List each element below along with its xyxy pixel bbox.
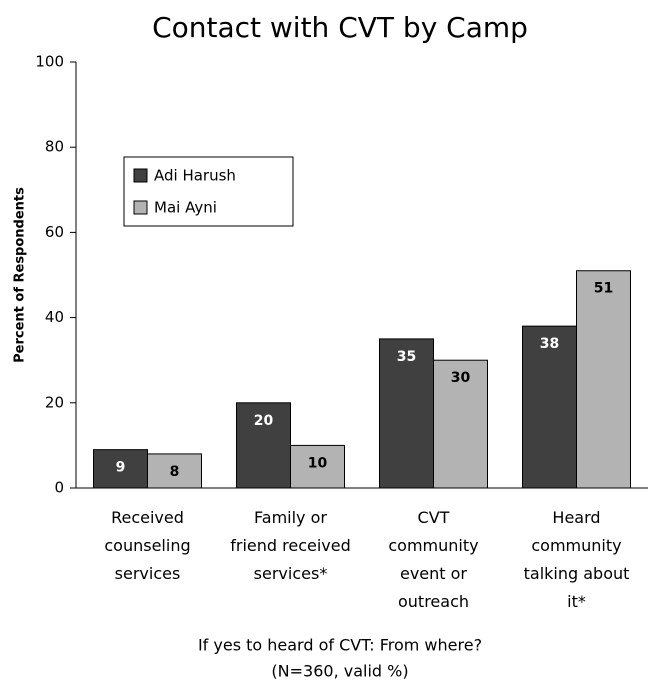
x-tick-label-line: talking about <box>524 564 630 583</box>
x-axis-label: If yes to heard of CVT: From where? <box>198 636 482 655</box>
x-tick-label-line: friend received <box>230 536 351 555</box>
x-tick-label-line: community <box>388 536 478 555</box>
legend-swatch <box>133 200 148 215</box>
x-tick-label-line: Received <box>111 508 184 527</box>
y-tick-label: 80 <box>45 138 64 156</box>
legend-label: Adi Harush <box>154 167 236 185</box>
bar <box>290 444 345 489</box>
x-tick-label-line: community <box>531 536 621 555</box>
value-label: 9 <box>116 460 126 476</box>
bar <box>576 270 631 489</box>
x-tick-label-line: CVT <box>418 508 450 527</box>
x-tick-label-line: Family or <box>254 508 327 527</box>
x-axis-note: (N=360, valid %) <box>271 662 408 681</box>
x-tick-label-line: services <box>115 564 181 583</box>
x-tick-label: CVT community event or outreach <box>388 508 478 611</box>
y-tick-label: 40 <box>45 308 64 326</box>
bar <box>147 453 202 489</box>
value-label: 51 <box>594 281 613 297</box>
y-axis-label: Percent of Respondents <box>13 187 28 363</box>
value-label: 10 <box>308 455 328 471</box>
bar <box>522 325 577 489</box>
x-tick-label: Family or friend received services* <box>230 508 351 583</box>
y-tick-label: 60 <box>45 223 64 241</box>
x-tick-label-line: outreach <box>398 592 469 611</box>
x-tick-label: Received counseling services <box>104 508 190 583</box>
legend-label: Mai Ayni <box>154 199 217 217</box>
y-tick-label: 100 <box>35 53 64 71</box>
bar <box>433 359 488 489</box>
x-tick-label-line: Heard <box>552 508 600 527</box>
y-tick-label: 0 <box>54 479 64 497</box>
x-tick-label: Heard community talking about it* <box>524 508 630 611</box>
value-label: 20 <box>254 413 274 429</box>
bar <box>93 449 148 489</box>
x-tick-label-line: services* <box>254 564 328 583</box>
x-tick-label-line: event or <box>400 564 467 583</box>
x-tick-label-line: counseling <box>104 536 190 555</box>
x-tick-label-line: it* <box>567 592 586 611</box>
legend-swatch <box>133 168 148 183</box>
value-label: 38 <box>540 336 559 352</box>
value-label: 35 <box>397 349 416 365</box>
value-label: 30 <box>451 370 471 386</box>
value-label: 8 <box>170 464 180 480</box>
y-tick-label: 20 <box>45 393 64 411</box>
chart-title: Contact with CVT by Camp <box>152 11 528 44</box>
legend-box <box>123 156 294 227</box>
